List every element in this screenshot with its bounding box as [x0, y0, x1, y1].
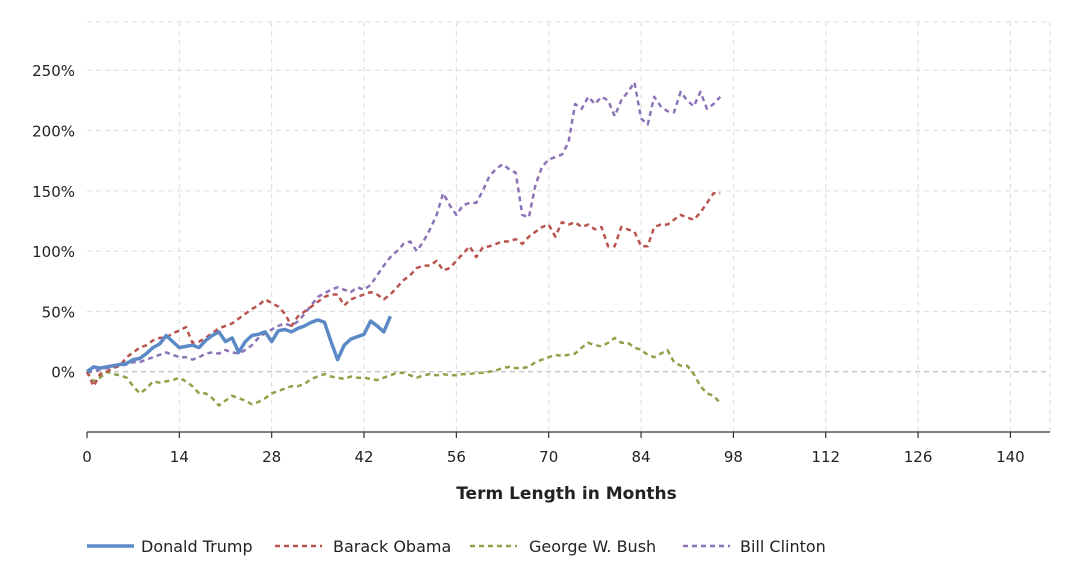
x-tick-label: 112 [811, 448, 840, 466]
legend: Donald Trump Barack Obama George W. Bush Bi… [87, 537, 826, 556]
legend-item[interactable]: George W. Bush [470, 537, 656, 556]
legend-label: George W. Bush [529, 537, 656, 556]
y-tick-label: 250% [32, 62, 75, 80]
series-line-barack-obama [85, 191, 721, 388]
legend-item[interactable]: Barack Obama [275, 537, 451, 556]
x-tick-label: 42 [354, 448, 373, 466]
x-tick-label: 98 [724, 448, 743, 466]
legend-item[interactable]: Bill Clinton [683, 537, 826, 556]
x-tick-label: 14 [170, 448, 189, 466]
series-lines [85, 81, 722, 407]
legend-label: Bill Clinton [740, 537, 826, 556]
y-tick-label: 200% [32, 123, 75, 141]
legend-item[interactable]: Donald Trump [87, 537, 253, 556]
legend-label: Donald Trump [141, 537, 253, 556]
x-tick-label: 0 [82, 448, 92, 466]
y-tick-label: 150% [32, 183, 75, 201]
grid [87, 21, 1051, 432]
series-line-bill-clinton [87, 81, 722, 373]
x-axis-title: Term Length in Months [456, 484, 677, 504]
x-tick-label: 126 [904, 448, 933, 466]
x-tick-label: 140 [996, 448, 1025, 466]
y-tick-label: 100% [32, 243, 75, 261]
x-tick-label: 56 [447, 448, 466, 466]
legend-label: Barack Obama [333, 537, 451, 556]
y-tick-label: 50% [42, 303, 75, 321]
y-tick-labels: 0% 50% 100% 150% 200% 250% [32, 62, 75, 381]
y-tick-label: 0% [51, 364, 75, 382]
series-line-george-w-bush [85, 336, 722, 407]
x-tick-labels: 0 14 28 42 56 70 84 98 112 126 140 [82, 448, 1025, 466]
series-line-donald-trump [85, 315, 393, 374]
x-tick-label: 28 [262, 448, 281, 466]
x-tick-label: 84 [632, 448, 651, 466]
x-tick-label: 70 [539, 448, 558, 466]
axes [86, 431, 1050, 438]
